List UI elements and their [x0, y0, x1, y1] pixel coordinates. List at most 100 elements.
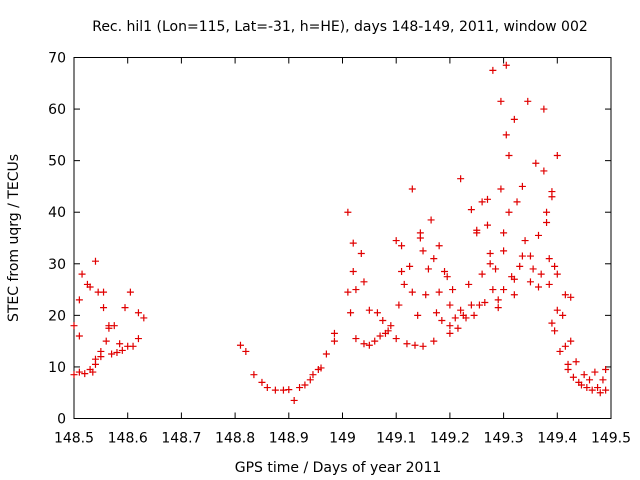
data-point — [505, 208, 513, 216]
data-point — [344, 208, 352, 216]
data-point — [365, 306, 373, 314]
x-tick-label: 149.3 — [484, 431, 524, 447]
x-axis-label: GPS time / Days of year 2011 — [235, 460, 442, 476]
data-point — [462, 314, 470, 322]
data-point — [483, 195, 491, 203]
data-point — [481, 298, 489, 306]
x-tick-label: 148.8 — [215, 431, 255, 447]
data-point — [376, 332, 384, 340]
data-point — [373, 309, 381, 317]
data-point — [500, 247, 508, 255]
data-point — [548, 193, 556, 201]
data-point — [465, 280, 473, 288]
y-tick-label: 10 — [48, 360, 66, 376]
data-point — [569, 373, 577, 381]
data-point — [591, 368, 599, 376]
data-point — [97, 353, 105, 361]
data-point — [427, 216, 435, 224]
data-point — [475, 301, 483, 309]
data-point — [322, 350, 330, 358]
data-point — [406, 262, 414, 270]
data-point — [258, 378, 266, 386]
data-point — [347, 309, 355, 317]
data-point — [540, 105, 548, 113]
data-point — [553, 151, 561, 159]
data-point — [446, 329, 454, 337]
data-point — [486, 249, 494, 257]
data-point — [360, 278, 368, 286]
data-point — [435, 242, 443, 250]
data-point — [75, 368, 83, 376]
data-point — [121, 304, 129, 312]
data-point — [414, 311, 422, 319]
data-point — [81, 370, 89, 378]
data-point — [371, 337, 379, 345]
plot-frame — [73, 57, 612, 419]
data-point — [384, 327, 392, 335]
data-point — [492, 265, 500, 273]
x-tick-label: 149 — [329, 431, 356, 447]
data-point — [285, 386, 293, 394]
x-tick-label: 148.6 — [108, 431, 148, 447]
y-axis-label: STEC from uqrg / TECUs — [6, 154, 22, 322]
data-point — [89, 368, 97, 376]
data-point — [100, 304, 108, 312]
data-point — [594, 384, 602, 392]
data-point — [352, 286, 360, 294]
data-point — [419, 342, 427, 350]
data-point — [588, 386, 596, 394]
data-point — [349, 239, 357, 247]
x-tick-label: 148.7 — [161, 431, 201, 447]
data-point — [553, 306, 561, 314]
data-point — [422, 291, 430, 299]
data-point — [494, 296, 502, 304]
y-tick-label: 50 — [48, 154, 66, 170]
data-point — [505, 151, 513, 159]
data-point — [510, 275, 518, 283]
data-point — [467, 301, 475, 309]
x-tick-label: 149.2 — [430, 431, 470, 447]
y-tick-label: 40 — [48, 205, 66, 221]
data-point — [497, 97, 505, 105]
y-tick-label: 30 — [48, 257, 66, 273]
data-point — [502, 131, 510, 139]
data-point — [116, 340, 124, 348]
y-axis: 0 10 20 30 40 50 60 70 — [48, 51, 611, 428]
data-point — [561, 291, 569, 299]
data-point — [580, 371, 588, 379]
data-point — [500, 229, 508, 237]
data-point — [513, 198, 521, 206]
chart-title: Rec. hil1 (Lon=115, Lat=-31, h=HE), days… — [92, 19, 588, 35]
data-point — [140, 314, 148, 322]
data-point — [564, 366, 572, 374]
data-point — [545, 280, 553, 288]
data-point — [596, 389, 604, 397]
data-point — [529, 265, 537, 273]
data-point — [306, 376, 314, 384]
data-point — [330, 329, 338, 337]
data-point — [583, 384, 591, 392]
data-point — [467, 206, 475, 214]
x-tick-label: 149.5 — [591, 431, 631, 447]
data-point — [502, 61, 510, 69]
data-point — [296, 384, 304, 392]
data-point — [344, 288, 352, 296]
data-point — [486, 260, 494, 268]
data-point — [473, 226, 481, 234]
data-point — [497, 185, 505, 193]
data-point — [395, 301, 403, 309]
data-point — [411, 341, 419, 349]
data-point — [602, 386, 610, 394]
data-point — [78, 270, 86, 278]
data-point — [457, 306, 465, 314]
data-point — [430, 255, 438, 263]
x-tick-label: 148.9 — [269, 431, 309, 447]
data-point — [352, 335, 360, 343]
data-point — [537, 270, 545, 278]
data-point — [271, 386, 279, 394]
data-point — [91, 355, 99, 363]
data-point — [129, 342, 137, 350]
data-point — [392, 237, 400, 245]
data-point — [451, 314, 459, 322]
